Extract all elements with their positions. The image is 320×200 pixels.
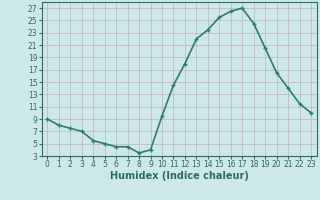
X-axis label: Humidex (Indice chaleur): Humidex (Indice chaleur) <box>110 171 249 181</box>
